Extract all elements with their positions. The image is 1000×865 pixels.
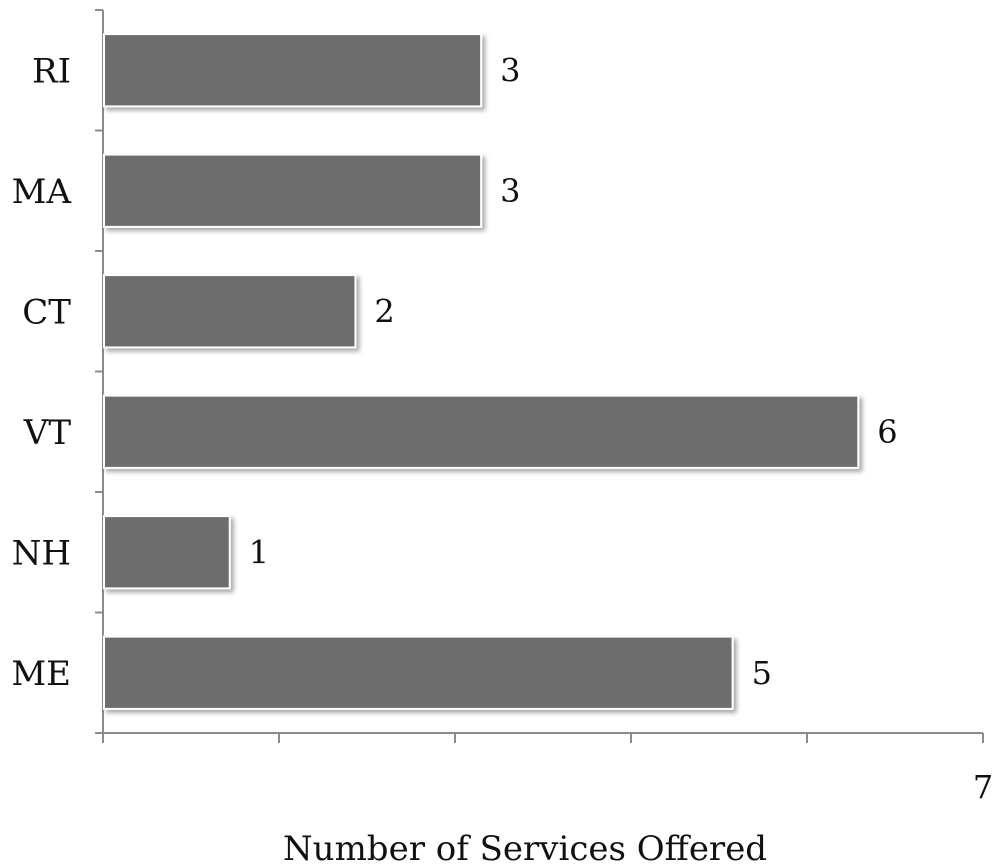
chart-axes	[95, 9, 984, 743]
category-label-ma: MA	[12, 172, 72, 212]
x-axis-title: Number of Services Offered	[283, 829, 767, 865]
value-label-ma: 3	[500, 172, 520, 210]
value-label-ct: 2	[374, 292, 394, 330]
x-tick-label: 7	[973, 768, 993, 806]
bar-me	[103, 635, 734, 710]
chart-labels: 7 ME 5 NH 1 VT 6 CT 2 MA 3 RI 3	[11, 51, 993, 806]
bar-ct	[103, 274, 357, 349]
bar-ma	[103, 153, 483, 228]
category-label-me: ME	[11, 654, 71, 694]
bar-ri	[103, 33, 483, 108]
category-label-ri: RI	[32, 51, 71, 91]
value-label-ri: 3	[500, 51, 520, 89]
chart-bars	[103, 33, 860, 710]
category-label-vt: VT	[23, 413, 72, 453]
value-label-me: 5	[752, 654, 772, 692]
value-label-nh: 1	[249, 533, 269, 571]
category-label-nh: NH	[12, 533, 71, 573]
bar-nh	[103, 515, 231, 590]
value-label-vt: 6	[877, 413, 897, 451]
category-label-ct: CT	[22, 292, 71, 332]
bar-vt	[103, 394, 860, 469]
